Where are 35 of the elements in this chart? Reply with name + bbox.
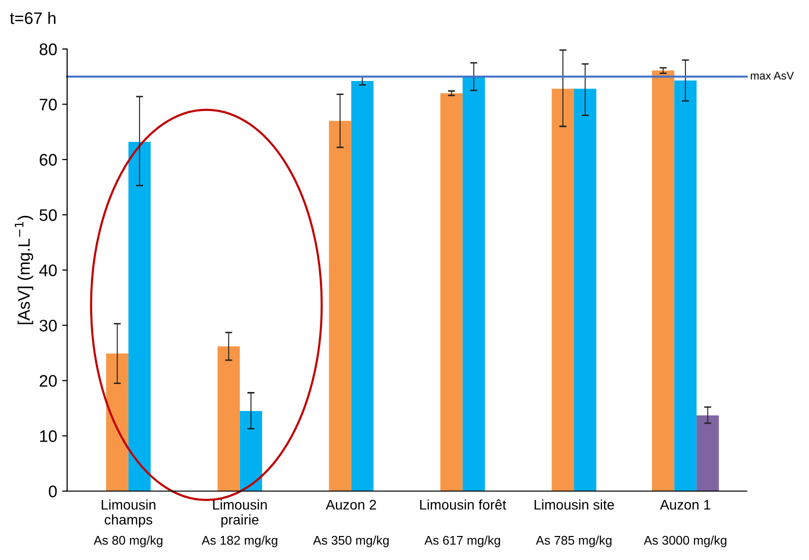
- text: As 80 mg/kg: [94, 536, 162, 548]
- y-tick-label: 20: [40, 374, 57, 387]
- bar: [240, 410, 262, 492]
- bar: [462, 76, 485, 492]
- y-tick-label: 40: [39, 264, 57, 276]
- x-tick-label: Limousin forêt: [420, 499, 506, 510]
- chart-title: t=67 h: [10, 12, 56, 24]
- x-tick-label: Limousin champs: [102, 499, 156, 528]
- text: As 182 mg/kg: [202, 536, 278, 548]
- y-axis-title: [AsV] (mg.L$^{−1}$): [14, 216, 34, 324]
- x-tick-label: Limousin prairie: [213, 499, 267, 528]
- bar: [106, 354, 128, 492]
- text: As 617 mg/kg: [424, 536, 500, 548]
- y-tick-label: 80: [40, 43, 57, 56]
- bar: [552, 88, 574, 492]
- text: As 3000 mg/kg: [644, 536, 726, 548]
- x-tick-label: Auzon 2: [326, 500, 376, 510]
- text: As 350 mg/kg: [313, 536, 389, 548]
- bar: [351, 81, 374, 492]
- bar: [128, 142, 151, 492]
- y-tick-label: 60: [40, 154, 57, 166]
- y-tick-label: 50: [40, 209, 57, 221]
- bar: [574, 88, 596, 492]
- x-tick-label: Auzon 1: [660, 500, 710, 510]
- y-tick-label: 10: [40, 430, 57, 442]
- ref-line-label: max AsV: [750, 72, 794, 80]
- bar: [696, 415, 719, 492]
- text: As 785 mg/kg: [536, 536, 612, 548]
- bar: [440, 93, 463, 492]
- bar: [328, 120, 352, 492]
- y-tick-label: 30: [40, 320, 57, 332]
- y-tick-label: 0: [48, 486, 57, 498]
- y-tick-label: 70: [40, 98, 57, 110]
- bar: [218, 346, 240, 492]
- x-tick-label: Limousin site: [534, 499, 614, 510]
